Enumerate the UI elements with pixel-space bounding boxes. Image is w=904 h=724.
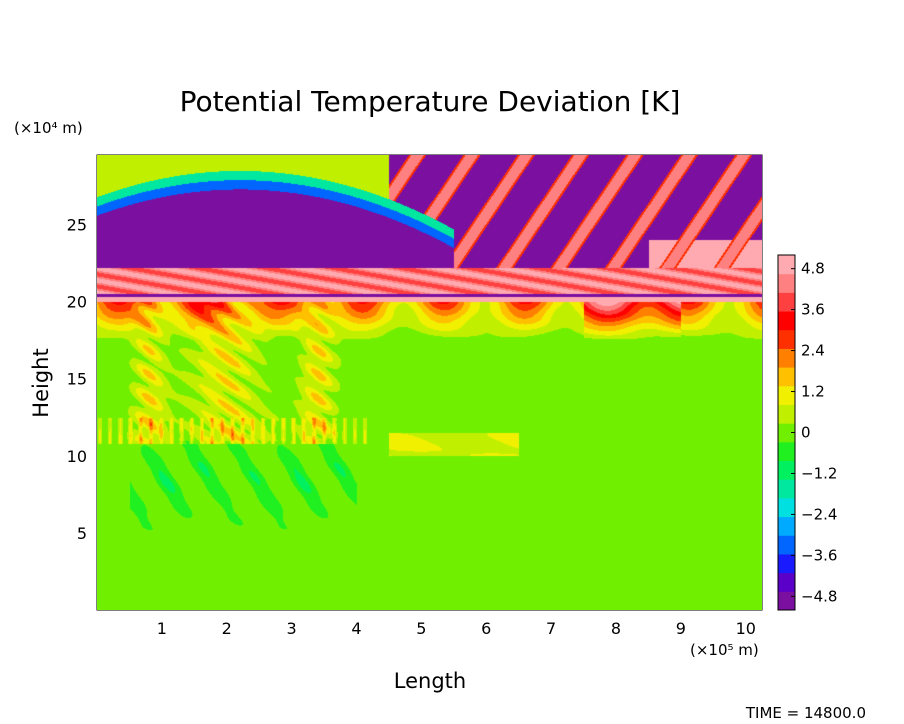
x-axis-label: Length [394, 669, 466, 693]
x-tick-label: 4 [351, 619, 361, 638]
y-tick-label: 20 [67, 293, 87, 312]
colorbar-tick-label: 2.4 [801, 342, 825, 360]
colorbar-tick-label: −3.6 [801, 546, 837, 564]
colorbar-segment [778, 329, 795, 349]
colorbar-segment [778, 497, 795, 518]
y-tick-label: 25 [67, 215, 87, 234]
colorbar-segment [778, 292, 795, 312]
x-tick-label: 9 [676, 619, 686, 638]
colorbar-tick-label: 3.6 [801, 301, 825, 319]
y-axis-label: Height [29, 348, 53, 417]
heatmap-field [97, 155, 762, 610]
colorbar-tick-label: 1.2 [801, 383, 825, 401]
x-tick-label: 8 [611, 619, 621, 638]
y-axis: 5 10 15 20 25 [67, 215, 103, 543]
colorbar-segment [778, 591, 795, 611]
colorbar-segment [778, 311, 795, 331]
colorbar-segment [778, 479, 795, 499]
colorbar-segment [778, 273, 795, 293]
colorbar-segment [778, 404, 795, 424]
x-tick-label: 1 [157, 619, 167, 638]
y-tick-label: 15 [67, 370, 87, 389]
time-label: TIME = 14800.0 [745, 704, 866, 722]
x-tick-label: 2 [222, 619, 232, 638]
colorbar-tick-label: 4.8 [801, 260, 825, 278]
y-tick-label: 5 [77, 524, 87, 543]
y-tick-label: 10 [67, 447, 87, 466]
colorbar-segment [778, 572, 795, 592]
colorbar-segment [778, 423, 795, 443]
x-tick-label: 10 [736, 619, 756, 638]
colorbar-segment [778, 516, 795, 536]
colorbar: 4.8 3.6 2.4 1.2 0 −1.2 −2.4 −3.6 −4.8 [777, 254, 837, 611]
chart-title: Potential Temperature Deviation [K] [180, 85, 681, 118]
x-tick-label: 3 [287, 619, 297, 638]
x-tick-label: 5 [416, 619, 426, 638]
colorbar-segment [778, 553, 795, 574]
x-tick-label: 6 [481, 619, 491, 638]
colorbar-tick-label: −4.8 [801, 587, 837, 605]
y-unit-label: (×10⁴ m) [14, 119, 83, 137]
plot-area [97, 155, 762, 610]
colorbar-tick-label: 0 [801, 424, 811, 442]
colorbar-segment [778, 348, 795, 368]
x-tick-label: 7 [546, 619, 556, 638]
colorbar-segment [778, 385, 795, 405]
colorbar-tick-label: −2.4 [801, 505, 837, 523]
colorbar-segment [778, 255, 795, 275]
colorbar-segment [778, 535, 795, 555]
colorbar-segment [778, 460, 795, 480]
x-unit-label: (×10⁵ m) [690, 641, 759, 659]
colorbar-segment [778, 441, 795, 462]
colorbar-tick-label: −1.2 [801, 464, 837, 482]
colorbar-segment [778, 367, 795, 387]
